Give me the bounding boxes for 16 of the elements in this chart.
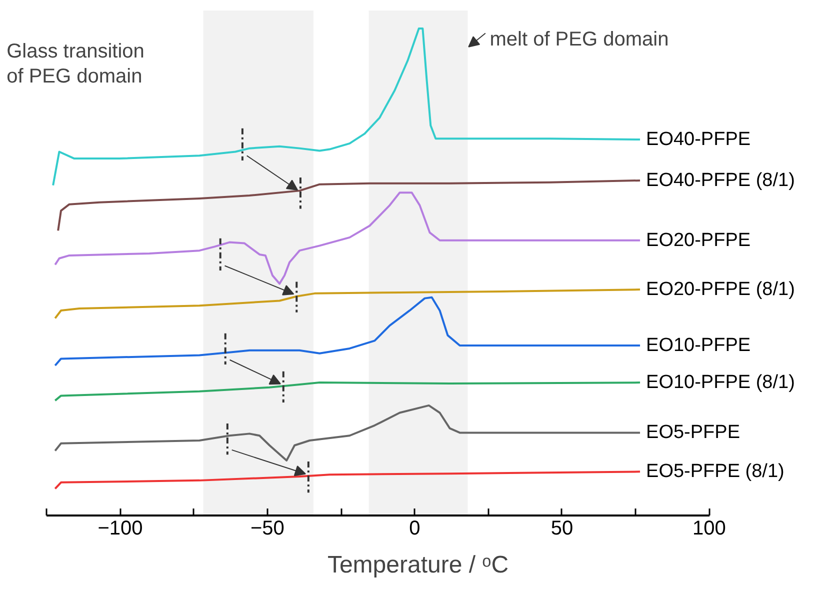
x-tick-label: −100 — [98, 518, 143, 540]
x-tick-label: 0 — [409, 518, 420, 540]
x-tick-label: 100 — [692, 518, 726, 540]
x-tick-label: −50 — [250, 518, 284, 540]
series-label: EO20-PFPE — [646, 230, 751, 251]
series-label: EO10-PFPE (8/1) — [646, 372, 795, 394]
series-label: EO40-PFPE — [646, 129, 751, 150]
x-tick-label: 50 — [550, 518, 574, 540]
series-label: EO40-PFPE (8/1) — [646, 170, 795, 191]
series-label: EO20-PFPE (8/1) — [646, 279, 795, 300]
x-axis-title: Temperature / ᵒC — [327, 552, 509, 578]
series-label: EO5-PFPE — [646, 422, 740, 444]
series-label: EO5-PFPE (8/1) — [646, 461, 784, 482]
annotation: melt of PEG domain — [490, 28, 669, 50]
annotation: Glass transition of PEG domain — [6, 40, 144, 88]
series-label: EO10-PFPE — [646, 335, 751, 356]
